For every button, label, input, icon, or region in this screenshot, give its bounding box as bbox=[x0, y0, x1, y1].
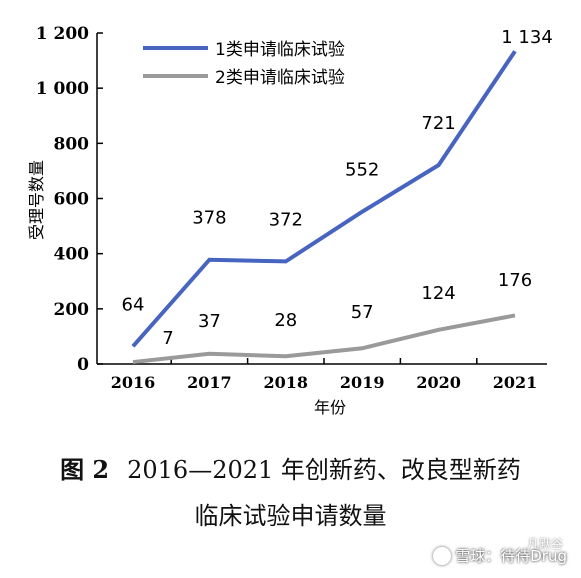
snowball-icon bbox=[433, 546, 452, 565]
data-label-series1: 721 bbox=[421, 113, 455, 134]
data-label-series2: 37 bbox=[198, 311, 221, 332]
y-axis-title: 受理号数量 bbox=[27, 160, 46, 240]
data-label-series1: 378 bbox=[192, 208, 226, 229]
y-tick-label: 400 bbox=[54, 245, 90, 265]
legend-label-1: 1类申请临床试验 bbox=[215, 40, 345, 60]
figure-caption-line2: 临床试验申请数量 bbox=[0, 496, 581, 531]
watermark-sub: 凡默谷 bbox=[526, 537, 563, 551]
x-tick-label: 2017 bbox=[187, 373, 232, 392]
legend-label-2: 2类申请临床试验 bbox=[215, 68, 345, 88]
caption-subtitle: 临床试验申请数量 bbox=[194, 502, 387, 530]
y-tick-label: 0 bbox=[77, 355, 89, 375]
series-line-2 bbox=[132, 313, 516, 365]
data-label-series2: 124 bbox=[421, 283, 455, 304]
data-label-series1: 64 bbox=[122, 294, 145, 315]
data-label-series1: 372 bbox=[269, 209, 303, 230]
figure-label: 图 2 bbox=[60, 455, 110, 484]
x-tick-label: 2019 bbox=[340, 373, 385, 392]
watermark: 雪球：待待Drug bbox=[433, 545, 567, 566]
watermark-text: 雪球：待待Drug bbox=[455, 547, 567, 565]
data-label-series2: 57 bbox=[351, 302, 374, 323]
y-tick-label: 1 200 bbox=[36, 24, 89, 44]
data-label-series2: 7 bbox=[162, 328, 173, 349]
figure-caption-line1: 图 2 2016—2021 年创新药、改良型新药 bbox=[0, 450, 581, 485]
data-label-series1: 1 134 bbox=[501, 27, 553, 48]
x-tick-label: 2016 bbox=[111, 373, 156, 392]
caption-title: 2016—2021 年创新药、改良型新药 bbox=[127, 456, 521, 484]
series-line-1 bbox=[131, 50, 517, 348]
y-tick-label: 600 bbox=[54, 190, 90, 210]
y-tick-label: 1 000 bbox=[36, 79, 89, 99]
y-tick-label: 200 bbox=[54, 300, 90, 320]
y-tick-label: 800 bbox=[54, 134, 90, 154]
x-tick-label: 2021 bbox=[493, 373, 538, 392]
x-tick-label: 2020 bbox=[416, 373, 461, 392]
data-label-series2: 176 bbox=[498, 270, 532, 291]
data-label-series2: 28 bbox=[274, 310, 297, 331]
data-label-series1: 552 bbox=[345, 160, 379, 181]
line-chart: 0 200 400 600 800 1 000 1 200 2016 2017 2018 2019 2… bbox=[27, 24, 553, 417]
x-tick-label: 2018 bbox=[264, 373, 309, 392]
x-axis-title: 年份 bbox=[314, 398, 346, 417]
